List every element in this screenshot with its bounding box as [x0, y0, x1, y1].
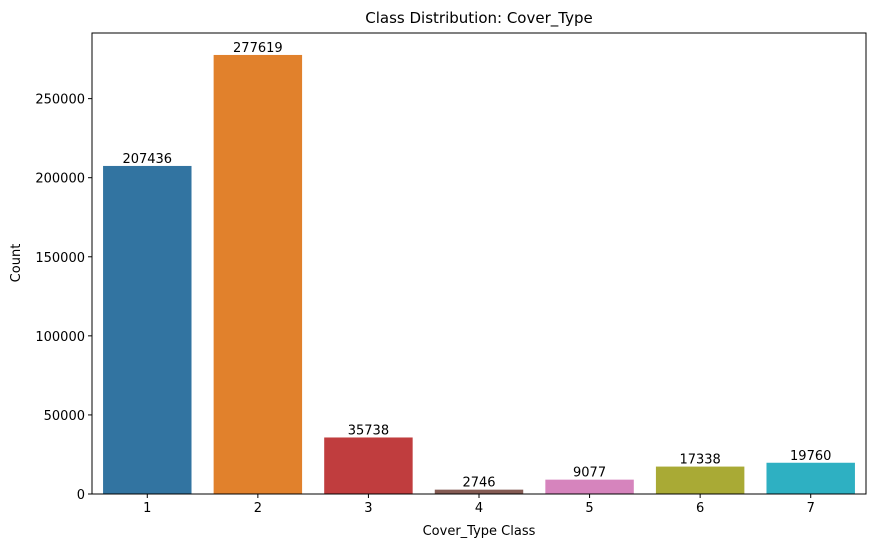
x-tick-label: 5 [585, 501, 593, 516]
bar-class-7 [766, 462, 855, 494]
y-tick-label: 200000 [35, 172, 85, 187]
chart-title: Class Distribution: Cover_Type [365, 9, 592, 28]
x-axis: 1 2 3 4 5 6 7 [143, 494, 815, 516]
bars-group [103, 54, 855, 495]
bar-class-4 [434, 489, 524, 494]
x-tick-label: 2 [254, 501, 262, 516]
data-label-class-5: 9077 [573, 466, 606, 481]
y-axis-label: Count [9, 244, 24, 283]
x-tick-label: 4 [475, 501, 483, 516]
bar-class-1 [103, 165, 192, 494]
y-tick-label: 0 [77, 488, 85, 503]
plot-frame [91, 32, 867, 495]
y-axis: 0 50000 100000 150000 200000 250000 [35, 93, 92, 503]
x-tick-label: 3 [364, 501, 372, 516]
bar-class-2 [213, 54, 303, 495]
data-label-class-2: 277619 [233, 41, 283, 56]
y-tick-label: 100000 [35, 330, 85, 345]
bar-class-3 [324, 437, 413, 494]
bar-class-5 [545, 479, 634, 494]
data-label-class-7: 19760 [790, 449, 831, 464]
y-tick-label: 250000 [35, 93, 85, 108]
data-label-class-1: 207436 [122, 152, 172, 167]
x-tick-label: 6 [696, 501, 704, 516]
data-label-class-6: 17338 [679, 453, 720, 468]
data-label-class-4: 2746 [462, 476, 495, 491]
y-tick-label: 50000 [44, 409, 85, 424]
x-axis-label: Cover_Type Class [423, 524, 536, 539]
data-labels-group: 207436 277619 35738 2746 9077 17338 19760 [122, 41, 831, 491]
y-tick-label: 150000 [35, 251, 85, 266]
bar-class-6 [655, 466, 745, 494]
x-tick-label: 1 [143, 501, 151, 516]
data-label-class-3: 35738 [348, 423, 389, 438]
x-tick-label: 7 [807, 501, 815, 516]
